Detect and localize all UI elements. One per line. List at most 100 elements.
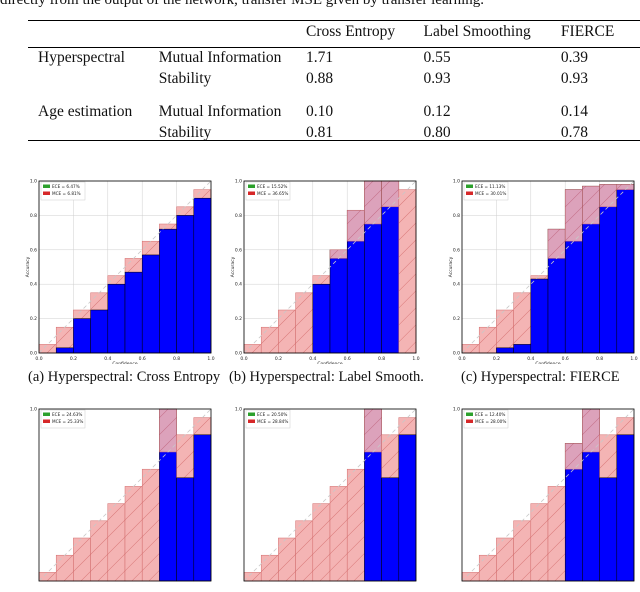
accuracy-bar-8 <box>599 184 618 354</box>
gap-bar-3 <box>513 520 532 582</box>
gap-bar-1 <box>478 326 497 354</box>
y-tick-label: 1.0 <box>235 179 242 185</box>
legend-entry: ECE = 24.63% <box>52 412 82 417</box>
gap-bar-3 <box>295 292 314 354</box>
gap-bar-5 <box>329 486 348 582</box>
reliability-diagram-fierce: 0.0 0.2 0.4 0.6 0.8 1.0 0.0 0.2 0.4 0.6 0.8 1.0 Conf… <box>448 179 638 365</box>
value-cell: 0.78 <box>560 124 589 141</box>
gap-bar-7 <box>159 223 177 230</box>
y-tick-label: 1.0 <box>453 407 460 413</box>
value-cell: 0.93 <box>423 70 451 87</box>
gap-bar-5 <box>124 486 143 582</box>
y-tick-label: 1.0 <box>30 407 37 413</box>
reliability-diagram-age-cross-entropy: 1.0 ECE = 24.63% MCE = 25.33% <box>30 407 212 582</box>
gap-bar-6 <box>564 189 583 242</box>
legend-swatch <box>466 184 473 188</box>
reliability-diagram-cross-entropy: 0.0 0.2 0.4 0.6 0.8 1.0 0.0 0.2 0.4 0.6 0.8 1.0 Conf… <box>25 179 215 365</box>
gap-bar-6 <box>141 240 160 256</box>
legend-box <box>245 181 291 201</box>
gap-bar-9 <box>193 417 212 436</box>
gap-bar-1 <box>478 554 497 582</box>
accuracy-bar-4 <box>530 278 549 354</box>
accuracy-bar-9 <box>616 184 635 354</box>
y-axis-label: Accuracy <box>448 256 454 277</box>
table-top-rule <box>28 20 640 22</box>
gap-bar-6 <box>141 468 160 582</box>
dataset-cell <box>28 68 159 89</box>
gap-bar-4 <box>530 503 549 582</box>
gap-bar-3 <box>90 520 109 582</box>
y-tick-label: 0.0 <box>453 351 460 357</box>
legend-entry: MCE = 36.65% <box>257 191 288 196</box>
accuracy-bar-2 <box>496 347 514 354</box>
gap-bar-2 <box>73 309 91 319</box>
legend-entry: ECE = 12.40% <box>475 412 505 417</box>
gap-bar-5 <box>329 249 348 259</box>
gap-bar-6 <box>346 468 365 582</box>
accuracy-bar-9 <box>193 197 212 354</box>
accuracy-bar-8 <box>176 477 195 582</box>
legend-swatch <box>43 191 50 195</box>
accuracy-bar-7 <box>159 228 177 354</box>
x-tick-label: 0.8 <box>596 356 603 362</box>
legend-entry: ECE = 20.50% <box>257 412 287 417</box>
x-tick-label: 0.0 <box>35 356 42 362</box>
gap-bar-8 <box>599 184 618 208</box>
preceding-text: directly from the output of the network,… <box>0 0 485 8</box>
y-tick-label: 1.0 <box>30 179 37 185</box>
x-tick-label: 0.6 <box>344 356 351 362</box>
y-tick-label: 1.0 <box>453 179 460 185</box>
header-cell <box>28 21 159 42</box>
table-row: Stability 0.88 0.93 0.93 <box>28 68 640 89</box>
y-axis-label: Accuracy <box>230 256 236 277</box>
metric-cell: Mutual Information <box>158 49 282 66</box>
gap-bar-1 <box>55 326 74 349</box>
gap-bar-3 <box>513 292 532 345</box>
y-tick-label: 0.4 <box>30 282 37 288</box>
plot-frame <box>38 180 212 354</box>
legend-swatch <box>466 419 473 423</box>
value-cell: 0.12 <box>423 103 451 120</box>
x-tick-label: 1.0 <box>207 356 214 362</box>
y-tick-label: 0.6 <box>30 247 37 253</box>
accuracy-bar-3 <box>90 309 109 354</box>
x-tick-label: 0.4 <box>309 356 316 362</box>
y-tick-label: 0.8 <box>235 213 242 219</box>
legend-entry: MCE = 30.01% <box>475 191 506 196</box>
gap-bar-3 <box>295 520 314 582</box>
legend-entry: MCE = 6.81% <box>52 191 81 196</box>
legend-swatch <box>43 412 50 416</box>
value-cell: 0.55 <box>423 49 451 66</box>
y-tick-label: 0.6 <box>453 247 460 253</box>
gap-bar-4 <box>107 275 126 285</box>
gap-bar-4 <box>312 503 331 582</box>
value-cell: 0.88 <box>306 70 334 87</box>
value-cell: 0.81 <box>306 124 334 141</box>
y-tick-label: 0.4 <box>235 282 242 288</box>
y-tick-label: 0.0 <box>235 351 242 357</box>
gap-bar-4 <box>312 275 331 285</box>
gap-bar-5 <box>547 486 566 582</box>
header-cell: Cross Entropy <box>306 23 396 40</box>
accuracy-bar-5 <box>124 271 143 354</box>
plot-frame <box>461 180 635 354</box>
dataset-cell: Hyperspectral <box>38 49 125 66</box>
x-tick-label: 0.8 <box>378 356 385 362</box>
x-tick-label: 0.4 <box>527 356 534 362</box>
legend-swatch <box>248 412 255 416</box>
caption-cross-entropy: (a) Hyperspectral: Cross Entropy <box>28 369 221 385</box>
table-row: Hyperspectral Mutual Information 1.71 0.… <box>28 47 640 68</box>
legend-entry: MCE = 28.84% <box>257 419 288 424</box>
gap-bar-9 <box>398 189 417 354</box>
diagonal-line <box>38 180 212 354</box>
x-axis-label: Confidence <box>317 361 343 364</box>
legend-swatch <box>248 184 255 188</box>
y-tick-label: 0.2 <box>453 316 460 322</box>
legend-swatch <box>466 412 473 416</box>
y-tick-label: 0.8 <box>30 213 37 219</box>
gap-bar-9 <box>616 417 635 436</box>
gap-bar-0 <box>38 344 57 354</box>
legend-entry: ECE = 11.13% <box>475 184 505 189</box>
y-tick-label: 1.0 <box>235 407 242 413</box>
results-table: Cross Entropy Label Smoothing FIERCE Hyp… <box>28 21 640 143</box>
